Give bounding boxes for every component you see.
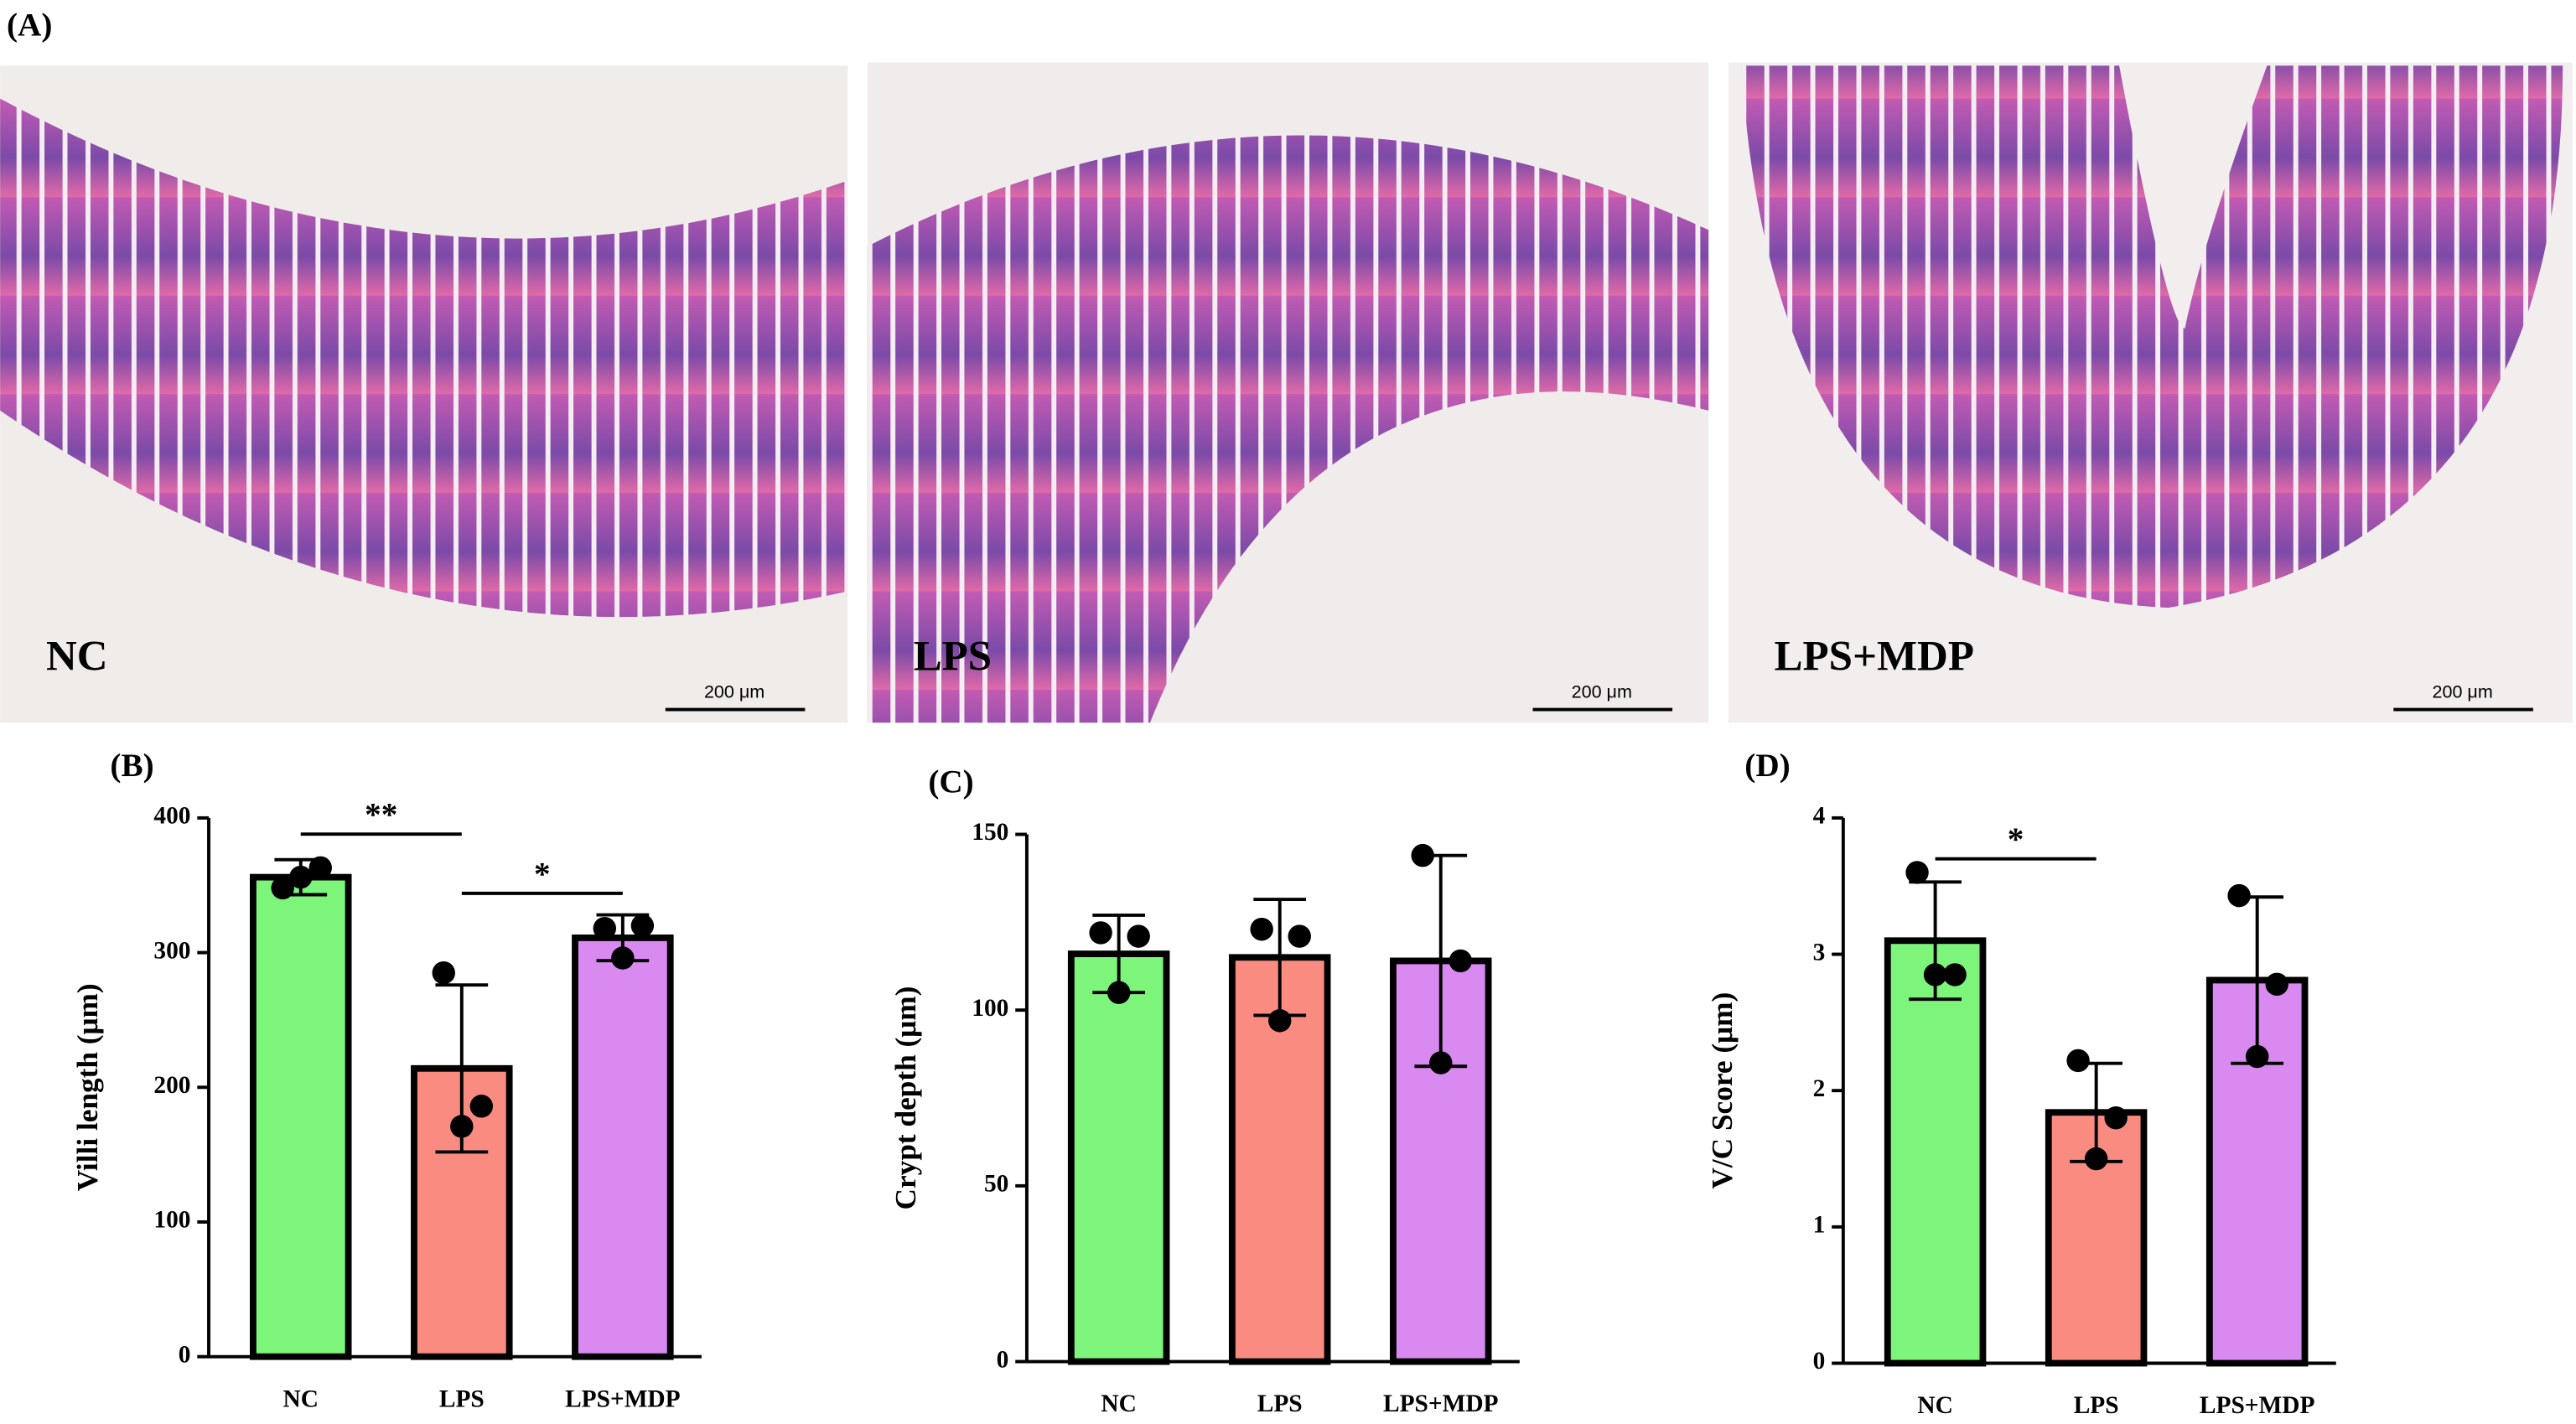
y-tick-label: 0 [179,1341,191,1368]
y-tick-label: 100 [153,1207,190,1234]
y-tick-label: 400 [153,803,190,830]
data-point [1923,963,1947,986]
data-point [1429,1051,1453,1074]
panel-label: (C) [928,764,973,800]
x-tick-label: LPS+MDP [1383,1390,1499,1417]
histology-nc [0,65,848,723]
bar [572,934,674,1360]
panel-label: (B) [110,748,153,784]
data-point [1411,843,1434,867]
data-point [289,865,313,889]
data-point [2084,1147,2108,1171]
image-label: LPS [914,633,992,680]
y-tick-label: 150 [972,819,1008,846]
bar [1884,937,1987,1367]
data-point [2066,1049,2090,1073]
data-point [432,961,455,985]
data-point [1089,921,1112,945]
panel-label: (A) [7,7,52,43]
significance-label: * [534,856,551,892]
significance-label: * [2008,821,2024,857]
y-tick-label: 3 [1813,939,1826,966]
histology-lps [867,62,1709,723]
data-point [611,946,635,970]
data-point [1267,1009,1292,1033]
data-point [1107,981,1131,1004]
scale-bar-label: 200 μm [1572,681,1632,702]
data-point [1127,924,1150,948]
data-point [2245,1044,2269,1069]
data-point [1905,861,1929,884]
data-point [2265,972,2288,997]
significance-label: ** [365,797,397,833]
y-tick-label: 300 [153,937,190,964]
data-point [1250,918,1273,941]
scale-bar-label: 200 μm [704,681,765,702]
data-point [1449,949,1472,973]
x-tick-label: LPS+MDP [2200,1392,2315,1419]
data-point [271,876,294,900]
panel-label: (D) [1744,748,1790,784]
y-tick-label: 100 [972,995,1008,1022]
y-tick-label: 200 [153,1072,190,1099]
x-tick-label: LPS [439,1385,485,1412]
data-point [308,856,332,880]
data-point [1288,924,1311,948]
x-tick-label: LPS+MDP [565,1385,681,1412]
scale-bar-label: 200 μm [2432,681,2492,702]
histology-lps-mdp [1728,62,2573,723]
x-tick-label: NC [1917,1392,1952,1419]
bar [1067,950,1170,1365]
data-point [2104,1106,2128,1130]
y-tick-label: 50 [984,1171,1008,1198]
y-axis-title: Crypt depth (μm) [889,986,922,1210]
x-tick-label: NC [283,1385,319,1412]
y-tick-label: 1 [1813,1212,1826,1239]
y-tick-label: 2 [1813,1075,1826,1102]
image-label: LPS+MDP [1775,633,1974,680]
data-point [2227,883,2251,908]
y-axis-title: V/C Score (μm) [1706,992,1739,1189]
y-axis-title: Villi length (μm) [71,983,104,1191]
data-point [1943,963,1967,986]
data-point [469,1095,494,1118]
x-tick-label: NC [1101,1390,1136,1417]
data-point [630,914,655,938]
x-tick-label: LPS [2074,1392,2119,1419]
image-label: NC [46,633,108,680]
data-point [450,1115,474,1138]
bar [250,873,352,1360]
y-tick-label: 4 [1813,803,1826,830]
y-tick-label: 0 [1813,1348,1826,1375]
x-tick-label: LPS [1257,1390,1303,1417]
y-tick-label: 0 [997,1346,1009,1373]
data-point [593,916,617,940]
